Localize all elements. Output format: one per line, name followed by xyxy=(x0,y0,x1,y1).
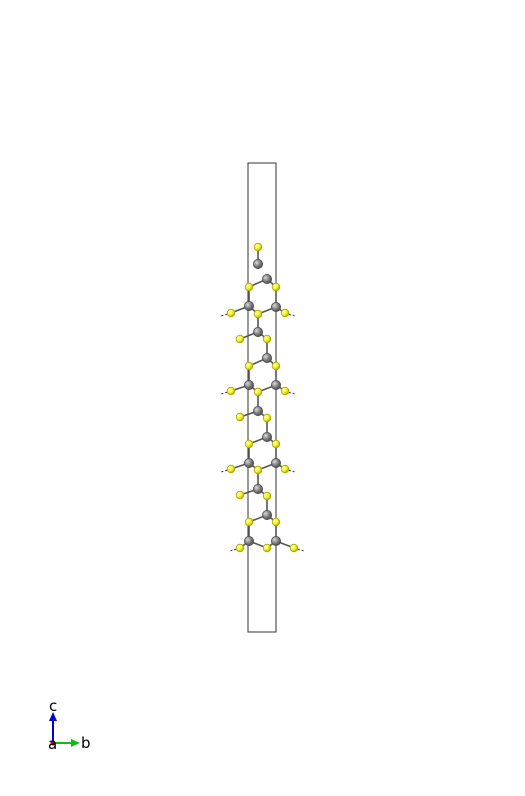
carbon-atom-4[interactable] xyxy=(252,326,263,337)
carbon-atom-0[interactable] xyxy=(252,258,263,269)
sulfur-atom-26[interactable] xyxy=(289,543,299,553)
carbon-atom-7[interactable] xyxy=(270,379,281,390)
sulfur-atom-25[interactable] xyxy=(262,543,272,553)
atom-layer xyxy=(226,242,299,553)
carbon-atom-6[interactable] xyxy=(243,379,254,390)
b-axis-label: b xyxy=(81,734,91,752)
sulfur-atom-9[interactable] xyxy=(271,361,281,371)
sulfur-atom-6[interactable] xyxy=(235,334,245,344)
carbon-atom-11[interactable] xyxy=(270,457,281,468)
c-axis-arrowhead xyxy=(49,712,57,721)
carbon-atom-2[interactable] xyxy=(243,300,254,311)
carbon-atom-5[interactable] xyxy=(261,352,272,363)
sulfur-atom-19[interactable] xyxy=(280,464,290,474)
axis-indicator: c b a xyxy=(48,697,91,753)
sulfur-atom-10[interactable] xyxy=(226,386,236,396)
sulfur-atom-1[interactable] xyxy=(244,282,254,292)
carbon-atom-3[interactable] xyxy=(270,301,281,312)
carbon-atom-13[interactable] xyxy=(261,509,272,520)
sulfur-atom-24[interactable] xyxy=(235,543,245,553)
sulfur-atom-22[interactable] xyxy=(244,517,254,527)
sulfur-atom-8[interactable] xyxy=(244,361,254,371)
c-axis-label: c xyxy=(49,697,57,715)
bond-layer xyxy=(220,247,305,552)
sulfur-atom-20[interactable] xyxy=(235,490,245,500)
carbon-atom-1[interactable] xyxy=(261,273,272,284)
carbon-atom-10[interactable] xyxy=(243,457,254,468)
sulfur-atom-18[interactable] xyxy=(253,465,263,475)
sulfur-atom-21[interactable] xyxy=(262,491,272,501)
sulfur-atom-14[interactable] xyxy=(262,413,272,423)
carbon-atom-14[interactable] xyxy=(243,536,254,547)
sulfur-atom-16[interactable] xyxy=(271,439,281,449)
a-axis-dot xyxy=(50,740,56,746)
sulfur-atom-3[interactable] xyxy=(226,308,236,318)
carbon-atom-8[interactable] xyxy=(252,405,263,416)
carbon-atom-15[interactable] xyxy=(270,536,281,547)
sulfur-atom-23[interactable] xyxy=(271,517,281,527)
sulfur-atom-2[interactable] xyxy=(271,282,281,292)
b-axis-arrowhead xyxy=(71,739,80,747)
sulfur-atom-5[interactable] xyxy=(280,308,290,318)
sulfur-atom-4[interactable] xyxy=(253,309,263,319)
unit-cell-outline xyxy=(247,162,277,633)
sulfur-atom-13[interactable] xyxy=(235,412,245,422)
sulfur-atom-11[interactable] xyxy=(253,387,263,397)
carbon-atom-9[interactable] xyxy=(261,431,272,442)
sulfur-atom-0[interactable] xyxy=(253,242,263,252)
sulfur-atom-7[interactable] xyxy=(262,334,272,344)
carbon-atom-12[interactable] xyxy=(252,483,263,494)
sulfur-atom-12[interactable] xyxy=(280,386,290,396)
sulfur-atom-15[interactable] xyxy=(244,439,254,449)
sulfur-atom-17[interactable] xyxy=(226,464,236,474)
a-axis-label: a xyxy=(48,735,57,753)
